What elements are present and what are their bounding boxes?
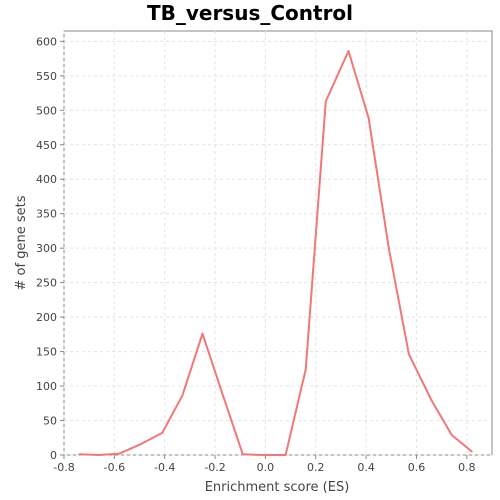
data-point (138, 443, 141, 446)
data-point (284, 454, 287, 456)
x-tick-label: 0.6 (408, 461, 426, 474)
x-axis-label: Enrichment score (ES) (205, 480, 350, 495)
data-point (78, 453, 80, 456)
y-tick-label: 200 (36, 311, 57, 324)
y-tick-label: 400 (36, 173, 57, 186)
y-tick-label: 350 (36, 208, 57, 221)
y-tick-label: 500 (36, 104, 57, 117)
x-tick-label: 0.2 (307, 461, 325, 474)
x-tick-label: -0.2 (204, 461, 225, 474)
data-point (325, 100, 327, 103)
series-layer (78, 50, 473, 456)
y-tick-label: 300 (36, 242, 57, 255)
data-point (450, 434, 453, 436)
data-point (304, 368, 307, 371)
data-point (388, 247, 390, 249)
y-axis-label: # of gene sets (14, 195, 29, 290)
data-point (242, 453, 244, 456)
data-point (201, 332, 204, 335)
y-tick-label: 50 (43, 415, 57, 428)
y-tick-label: 150 (36, 346, 57, 359)
x-tick-label: 0.0 (257, 461, 275, 474)
data-point (98, 454, 100, 456)
x-tick-label: -0.6 (104, 461, 125, 474)
x-tick-label: -0.4 (154, 461, 175, 474)
y-tick-label: 550 (36, 70, 57, 83)
data-point (118, 452, 121, 455)
data-point (181, 394, 184, 397)
data-point (221, 393, 224, 396)
y-tick-label: 0 (50, 449, 57, 462)
data-point (408, 353, 410, 356)
data-point (262, 454, 264, 456)
y-tick-label: 100 (36, 380, 57, 393)
chart-title: TB_versus_Control (147, 1, 353, 25)
plot-area (63, 30, 493, 456)
y-tick-label: 250 (36, 277, 57, 290)
data-point (471, 450, 473, 453)
data-point (161, 432, 163, 434)
x-tick-label: -0.8 (53, 461, 74, 474)
data-point (347, 50, 350, 52)
y-tick-label: 450 (36, 139, 57, 152)
series-line (79, 50, 473, 456)
axis-ticks: -0.8 -0.6 -0.4 -0.2 0.0 0.2 0.4 0.6 0.8 0 50 100 150… (36, 35, 476, 474)
data-point (367, 117, 370, 119)
x-tick-label: 0.8 (458, 461, 476, 474)
x-tick-label: 0.4 (357, 461, 375, 474)
y-tick-label: 600 (36, 35, 57, 48)
data-point (430, 399, 433, 402)
